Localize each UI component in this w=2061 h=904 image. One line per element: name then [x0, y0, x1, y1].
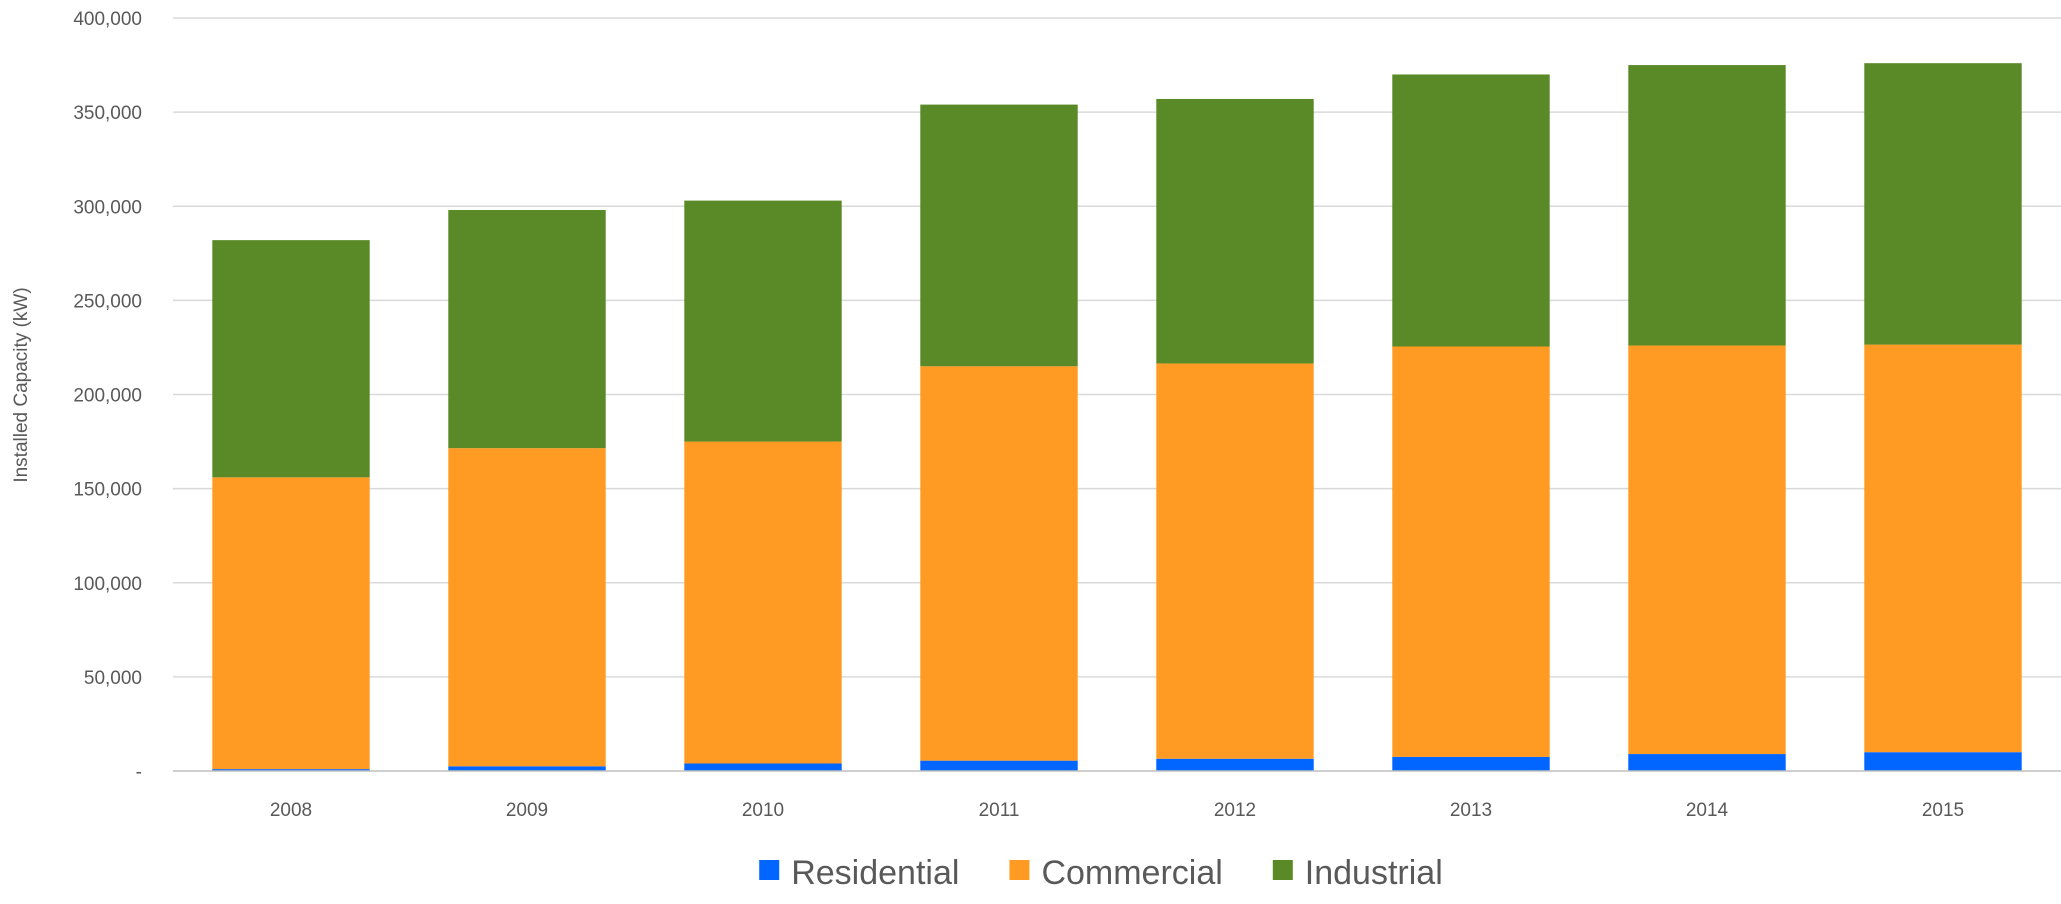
bar-commercial-2014 [1628, 345, 1786, 755]
legend-swatch-commercial [1009, 860, 1030, 880]
y-tick-label: 300,000 [73, 197, 142, 218]
legend-swatch-industrial [1272, 860, 1293, 880]
bar-industrial-2012 [1156, 98, 1314, 364]
y-tick-label: 50,000 [84, 668, 142, 689]
bar-commercial-2011 [920, 366, 1078, 761]
bar-residential-2014 [1628, 754, 1786, 771]
bar-commercial-2009 [448, 448, 606, 767]
y-tick-label: 200,000 [73, 386, 142, 407]
bar-residential-2008 [212, 769, 370, 771]
y-tick-label: 100,000 [73, 574, 142, 595]
y-tick-label: 150,000 [73, 480, 142, 501]
bar-residential-2009 [448, 766, 606, 771]
bar-industrial-2011 [920, 104, 1078, 367]
bar-industrial-2015 [1864, 63, 2022, 345]
bars [212, 63, 2022, 771]
y-axis-title: Installed Capacity (kW) [11, 287, 32, 482]
bar-residential-2012 [1156, 758, 1314, 771]
legend-label-commercial: Commercial [1041, 854, 1222, 892]
bar-industrial-2010 [684, 200, 842, 442]
bar-residential-2010 [684, 763, 842, 771]
bar-industrial-2008 [212, 240, 370, 478]
x-tick-label: 2009 [506, 800, 548, 821]
x-tick-label: 2011 [979, 800, 1020, 821]
y-tick-label: 400,000 [73, 9, 142, 30]
legend-label-residential: Residential [791, 854, 959, 892]
y-tick-label: - [136, 762, 142, 783]
bar-industrial-2013 [1392, 74, 1550, 347]
bar-industrial-2009 [448, 210, 606, 449]
x-tick-label: 2015 [1922, 800, 1964, 821]
x-tick-label: 2014 [1686, 800, 1729, 821]
bar-residential-2015 [1864, 752, 2022, 771]
legend-swatch-residential [759, 860, 780, 880]
legend-label-industrial: Industrial [1305, 854, 1443, 892]
bar-industrial-2014 [1628, 65, 1786, 346]
x-tick-label: 2012 [1214, 800, 1256, 821]
x-tick-label: 2013 [1450, 800, 1492, 821]
x-tick-label: 2010 [742, 800, 784, 821]
bar-commercial-2015 [1864, 344, 2022, 753]
bar-commercial-2010 [684, 441, 842, 764]
bar-commercial-2012 [1156, 363, 1314, 759]
x-tick-label: 2008 [270, 800, 312, 821]
axes: - 50,000 100,000 150,000 200,000 250,000 300,0… [73, 9, 2061, 821]
bar-commercial-2013 [1392, 346, 1550, 757]
legend: Residential Commercial Industrial [759, 854, 1443, 892]
bar-commercial-2008 [212, 477, 370, 770]
bar-residential-2013 [1392, 756, 1550, 771]
y-tick-label: 350,000 [73, 103, 142, 124]
y-tick-label: 250,000 [73, 291, 142, 312]
bar-residential-2011 [920, 760, 1078, 771]
